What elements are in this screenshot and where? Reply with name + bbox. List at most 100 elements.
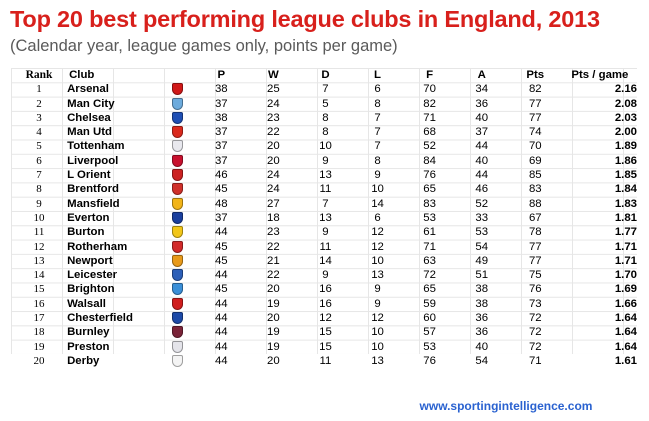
rank-cell: 12 <box>33 240 45 253</box>
club-name-cell: Leicester <box>67 269 118 282</box>
club-name-cell: Burnley <box>67 326 110 339</box>
brighton-crest-icon <box>171 283 183 296</box>
club-name-cell: Brighton <box>67 283 115 296</box>
goals-for-cell: 71 <box>423 111 436 124</box>
header-club: Club <box>69 69 95 81</box>
played-cell: 44 <box>214 226 228 239</box>
points-per-game-cell: 1.86 <box>614 154 637 167</box>
crest-cell <box>159 282 195 296</box>
crest-cell <box>159 297 195 311</box>
header-won: W <box>268 69 279 81</box>
points-cell: 88 <box>528 197 542 210</box>
table-row: 12 Rotherham 45 22 11 12 71 54 77 1.71 <box>11 240 637 254</box>
rank-cell: 1 <box>36 83 42 96</box>
goals-for-cell: 65 <box>423 283 436 296</box>
leicester-crest-icon <box>171 269 183 282</box>
crest-cell <box>159 139 195 153</box>
rank-cell: 19 <box>33 340 45 353</box>
points-cell: 74 <box>528 126 542 139</box>
club-name-cell: Rotherham <box>67 240 128 253</box>
won-cell: 25 <box>267 83 280 96</box>
points-per-game-cell: 1.69 <box>614 283 637 296</box>
table-row: 11 Burton 44 23 9 12 61 53 78 1.77 <box>11 225 637 239</box>
table-row: 14 Leicester 44 22 9 13 72 51 75 1.70 <box>11 268 637 282</box>
drawn-cell: 5 <box>322 97 329 110</box>
table-row: 9 Mansfield 48 27 7 14 83 52 88 1.83 <box>11 197 637 211</box>
crest-cell <box>159 168 195 182</box>
rank-cell: 6 <box>36 154 42 167</box>
rank-cell: 16 <box>33 297 45 310</box>
crest-cell <box>159 211 195 225</box>
lost-cell: 8 <box>374 97 381 110</box>
drawn-cell: 8 <box>322 111 329 124</box>
lost-cell: 10 <box>371 340 384 353</box>
rank-cell: 5 <box>36 140 42 153</box>
table-row: 16 Walsall 44 19 16 9 59 38 73 1.66 <box>11 297 637 311</box>
won-cell: 24 <box>267 97 280 110</box>
goals-for-cell: 83 <box>423 197 436 210</box>
man-utd-crest-icon <box>171 126 183 139</box>
drawn-cell: 14 <box>319 254 332 267</box>
goals-against-cell: 37 <box>475 126 489 139</box>
mansfield-crest-icon <box>171 197 183 210</box>
lost-cell: 12 <box>371 226 384 239</box>
club-name-cell: Newport <box>67 254 113 267</box>
rank-cell: 4 <box>36 126 42 139</box>
source-link[interactable]: www.sportingintelligence.com <box>419 399 593 413</box>
goals-for-cell: 57 <box>423 326 436 339</box>
arsenal-crest-icon <box>171 83 183 96</box>
goals-for-cell: 60 <box>423 312 436 325</box>
played-cell: 37 <box>214 154 228 167</box>
drawn-cell: 11 <box>319 183 332 196</box>
goals-against-cell: 36 <box>475 312 489 325</box>
drawn-cell: 11 <box>319 354 332 367</box>
goals-for-cell: 84 <box>423 154 436 167</box>
won-cell: 19 <box>267 340 280 353</box>
table-row: 1 Arsenal 38 25 7 6 70 34 82 2.16 <box>11 82 637 96</box>
header-row: Rank Club P W D L F A Pts Pts / game <box>11 68 637 82</box>
goals-for-cell: 63 <box>423 254 436 267</box>
drawn-cell: 10 <box>319 140 332 153</box>
played-cell: 48 <box>214 197 228 210</box>
man-city-crest-icon <box>171 97 183 110</box>
drawn-cell: 11 <box>319 240 332 253</box>
club-name-cell: Mansfield <box>67 197 120 210</box>
goals-against-cell: 40 <box>475 340 489 353</box>
goals-for-cell: 61 <box>423 226 436 239</box>
drawn-cell: 16 <box>319 283 332 296</box>
club-name-cell: Liverpool <box>67 154 119 167</box>
leyton-orient-crest-icon <box>171 169 183 182</box>
chelsea-crest-icon <box>171 111 183 124</box>
header-points: Pts <box>526 69 545 81</box>
crest-cell <box>159 197 195 211</box>
goals-against-cell: 38 <box>475 283 489 296</box>
drawn-cell: 16 <box>319 297 332 310</box>
everton-crest-icon <box>171 211 183 224</box>
drawn-cell: 9 <box>322 269 329 282</box>
won-cell: 22 <box>267 269 280 282</box>
played-cell: 37 <box>214 140 228 153</box>
played-cell: 45 <box>214 183 228 196</box>
goals-against-cell: 54 <box>475 240 489 253</box>
points-cell: 69 <box>528 154 542 167</box>
rank-cell: 8 <box>36 183 42 196</box>
points-per-game-cell: 2.03 <box>614 111 637 124</box>
points-cell: 70 <box>528 140 542 153</box>
crest-cell <box>159 340 195 354</box>
tottenham-crest-icon <box>171 140 183 153</box>
header-crest <box>159 68 195 82</box>
goals-against-cell: 52 <box>475 197 489 210</box>
rank-cell: 17 <box>33 312 45 325</box>
points-cell: 77 <box>528 254 542 267</box>
table-row: 5 Tottenham 37 20 10 7 52 44 70 1.89 <box>11 139 637 153</box>
goals-for-cell: 82 <box>423 97 436 110</box>
played-cell: 44 <box>214 312 228 325</box>
goals-for-cell: 71 <box>423 240 436 253</box>
goals-against-cell: 36 <box>475 97 489 110</box>
drawn-cell: 8 <box>322 126 329 139</box>
goals-against-cell: 46 <box>475 183 489 196</box>
table-row: 10 Everton 37 18 13 6 53 33 67 1.81 <box>11 211 637 225</box>
points-per-game-cell: 1.66 <box>614 297 637 310</box>
played-cell: 38 <box>214 83 228 96</box>
goals-against-cell: 40 <box>475 111 489 124</box>
